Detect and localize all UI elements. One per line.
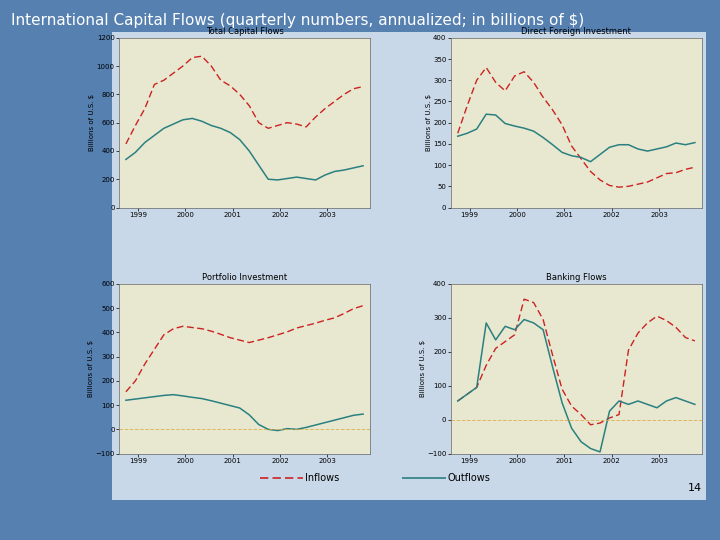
Title: Direct Foreign Investment: Direct Foreign Investment xyxy=(521,28,631,36)
Text: 14: 14 xyxy=(688,483,702,493)
Title: Portfolio Investment: Portfolio Investment xyxy=(202,273,287,282)
Title: Banking Flows: Banking Flows xyxy=(546,273,607,282)
Y-axis label: Billions of U.S. $: Billions of U.S. $ xyxy=(88,340,94,397)
Title: Total Capital Flows: Total Capital Flows xyxy=(205,28,284,36)
Text: Inflows: Inflows xyxy=(305,473,340,483)
Text: Outflows: Outflows xyxy=(448,473,491,483)
Y-axis label: Billions of U.S. $: Billions of U.S. $ xyxy=(426,94,431,151)
Y-axis label: Billions of U.S. $: Billions of U.S. $ xyxy=(89,94,95,151)
Y-axis label: Billions of U.S. $: Billions of U.S. $ xyxy=(420,340,426,397)
Text: International Capital Flows (quarterly numbers, annualized; in billions of $): International Capital Flows (quarterly n… xyxy=(11,14,584,29)
